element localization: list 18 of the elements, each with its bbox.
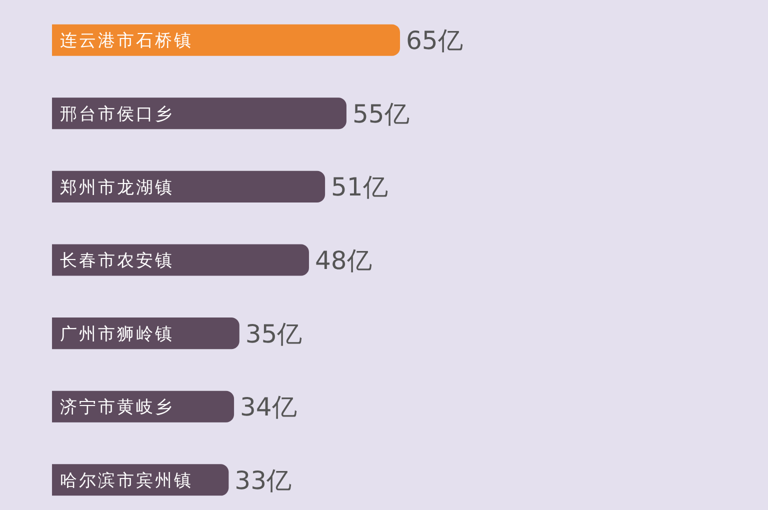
bar bbox=[52, 98, 346, 130]
data-label: 65亿 bbox=[406, 26, 463, 56]
y-tick-label: 济宁市黄岐乡 bbox=[60, 398, 174, 418]
data-label: 55亿 bbox=[352, 99, 410, 128]
y-tick-label: 长春市农安镇 bbox=[60, 251, 174, 272]
y-tick-label: 邢台市侯口乡 bbox=[60, 104, 174, 125]
data-label: 35亿 bbox=[245, 319, 302, 348]
y-tick-label: 连云港市石桥镇 bbox=[60, 31, 193, 52]
bar bbox=[52, 244, 309, 276]
y-tick-label: 郑州市龙湖镇 bbox=[60, 178, 174, 198]
y-tick-label: 哈尔滨市宾州镇 bbox=[60, 471, 193, 492]
y-tick-label: 广州市狮岭镇 bbox=[60, 324, 174, 344]
bar bbox=[52, 170, 326, 202]
bar bbox=[52, 24, 400, 56]
data-label: 48亿 bbox=[314, 246, 372, 275]
data-label: 33亿 bbox=[234, 466, 292, 495]
data-label: 34亿 bbox=[240, 392, 297, 422]
data-label: 51亿 bbox=[331, 172, 388, 202]
